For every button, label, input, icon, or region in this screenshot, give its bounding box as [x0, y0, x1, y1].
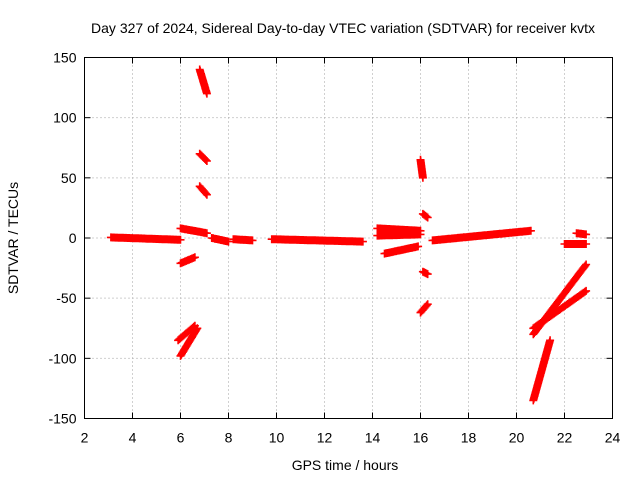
- data-point-marks: [195, 182, 211, 199]
- data-point-marks: [373, 230, 425, 240]
- y-tick-label: -100: [48, 350, 76, 366]
- data-point-marks: [416, 300, 432, 317]
- chart-title: Day 327 of 2024, Sidereal Day-to-day VTE…: [91, 20, 595, 36]
- data-series: [416, 300, 432, 317]
- data-marks: [106, 65, 591, 405]
- data-point-marks: [195, 149, 211, 165]
- data-series: [174, 321, 199, 345]
- data-point-marks: [560, 240, 591, 248]
- x-tick-label: 12: [317, 430, 333, 446]
- data-point-marks: [418, 267, 432, 279]
- data-series: [572, 229, 591, 239]
- y-tick-label: 0: [69, 230, 77, 246]
- data-series: [195, 65, 211, 98]
- x-tick-label: 20: [509, 430, 525, 446]
- data-point-marks: [207, 234, 233, 246]
- x-tick-label: 10: [269, 430, 285, 446]
- data-point-marks: [380, 242, 423, 258]
- data-series: [380, 242, 423, 258]
- data-point-marks: [176, 324, 202, 360]
- data-point-marks: [529, 286, 591, 333]
- x-tick-label: 4: [129, 430, 137, 446]
- x-tick-label: 6: [177, 430, 185, 446]
- data-series: [418, 209, 432, 222]
- data-series: [195, 182, 211, 199]
- data-point-marks: [418, 209, 432, 222]
- data-series: [176, 224, 211, 238]
- x-tick-label: 22: [557, 430, 573, 446]
- data-series: [195, 149, 211, 165]
- data-point-marks: [106, 233, 185, 244]
- x-tick-label: 14: [365, 430, 381, 446]
- data-series: [560, 240, 591, 248]
- data-point-marks: [195, 65, 211, 98]
- y-tick-label: -150: [48, 411, 76, 427]
- data-series: [207, 234, 233, 246]
- data-series: [229, 235, 257, 245]
- data-point-marks: [267, 235, 367, 246]
- data-series: [529, 336, 555, 405]
- data-series: [176, 324, 202, 360]
- y-tick-label: 50: [61, 170, 77, 186]
- data-point-marks: [229, 235, 257, 245]
- data-series: [529, 286, 591, 333]
- data-point-marks: [572, 229, 591, 239]
- data-point-marks: [176, 253, 199, 268]
- data-point-marks: [174, 321, 199, 345]
- y-tick-label: -50: [56, 290, 76, 306]
- x-tick-label: 18: [461, 430, 477, 446]
- y-axis-label: SDTVAR / TECUs: [5, 182, 21, 294]
- x-axis-label: GPS time / hours: [292, 457, 399, 473]
- x-tick-label: 16: [413, 430, 429, 446]
- y-tick-label: 150: [53, 50, 77, 66]
- data-series: [176, 253, 199, 268]
- data-point-marks: [529, 336, 555, 405]
- data-series: [428, 226, 535, 245]
- data-point-marks: [176, 224, 211, 238]
- data-series: [373, 230, 425, 240]
- data-series: [418, 267, 432, 279]
- data-series: [416, 155, 427, 182]
- x-tick-label: 8: [225, 430, 233, 446]
- data-series: [106, 233, 185, 244]
- data-series: [267, 235, 367, 246]
- y-tick-label: 100: [53, 110, 77, 126]
- x-tick-label: 2: [81, 430, 89, 446]
- data-point-marks: [416, 155, 427, 182]
- x-tick-label: 24: [605, 430, 621, 446]
- data-point-marks: [428, 226, 535, 245]
